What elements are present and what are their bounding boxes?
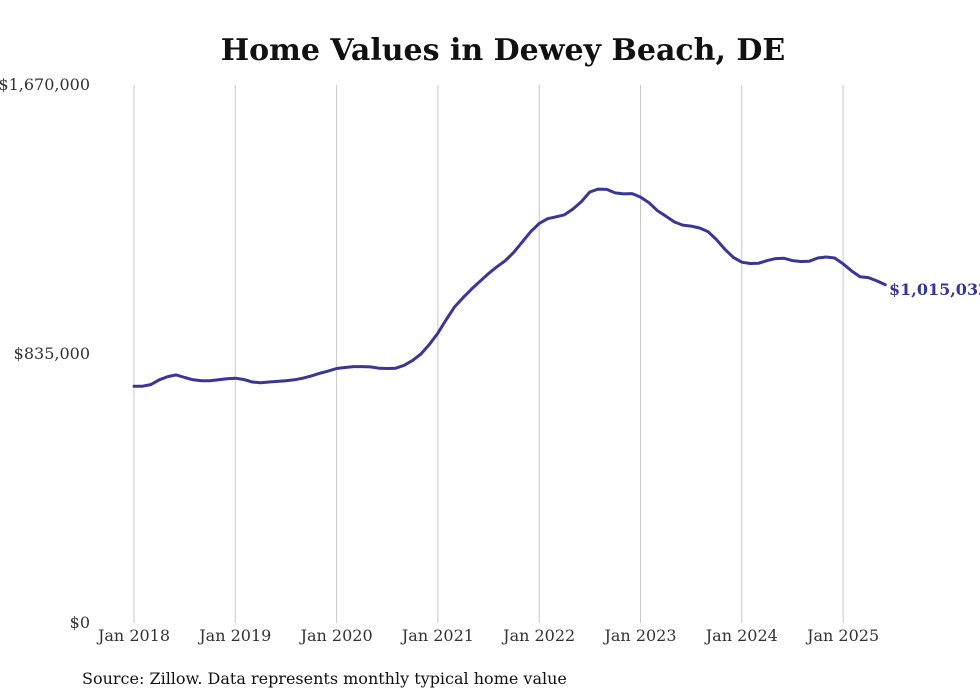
x-axis-ticks: Jan 2018 Jan 2019 Jan 2020 Jan 2021 Jan 2022…	[96, 626, 879, 645]
y-axis-ticks: $0 $835,000 $1,670,000	[0, 75, 90, 632]
x-tick-label: Jan 2018	[96, 626, 170, 645]
y-tick-label: $835,000	[14, 344, 90, 363]
y-tick-label: $0	[70, 613, 90, 632]
x-tick-label: Jan 2025	[805, 626, 879, 645]
x-tick-label: Jan 2022	[501, 626, 575, 645]
x-tick-label: Jan 2020	[299, 626, 373, 645]
x-tick-label: Jan 2019	[197, 626, 271, 645]
last-value-label: $1,015,032	[889, 280, 980, 299]
y-tick-label: $1,670,000	[0, 75, 90, 94]
grid-layer	[133, 85, 844, 623]
x-tick-label: Jan 2021	[400, 626, 474, 645]
chart-title: Home Values in Dewey Beach, DE	[221, 33, 786, 68]
series-line	[132, 187, 887, 388]
source-note: Source: Zillow. Data represents monthly …	[82, 669, 567, 688]
x-tick-label: Jan 2023	[602, 626, 676, 645]
x-tick-label: Jan 2024	[704, 626, 778, 645]
series-layer	[132, 187, 887, 388]
